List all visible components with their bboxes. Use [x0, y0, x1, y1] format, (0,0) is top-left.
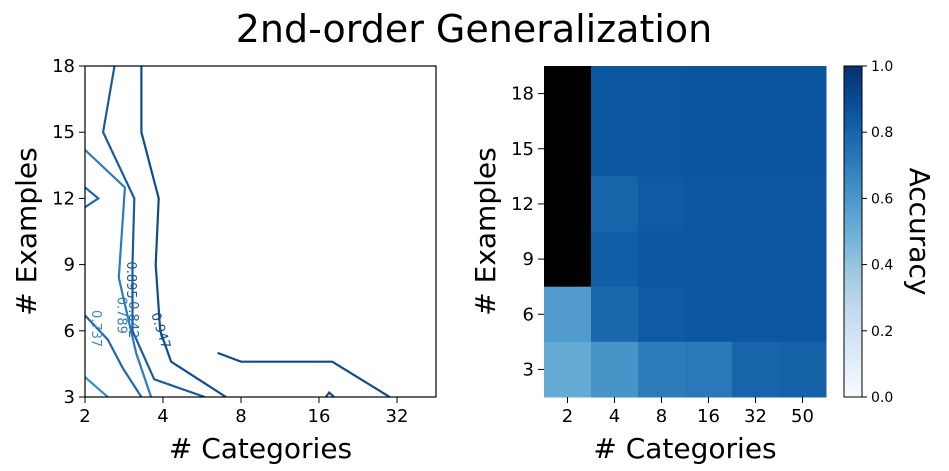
- x-axis-label: # Categories: [169, 432, 352, 465]
- heatmap-cell: [544, 176, 592, 232]
- contour-line: [85, 186, 101, 209]
- heatmap-cell: [779, 66, 827, 122]
- heatmap-cell: [591, 341, 639, 398]
- heatmap-cell: [591, 66, 639, 122]
- x-tick-label: 32: [386, 406, 409, 427]
- heatmap-cell: [638, 176, 686, 232]
- y-tick-label: 9: [64, 255, 75, 276]
- heatmap-cell: [544, 66, 592, 122]
- heatmap-cell: [732, 176, 780, 232]
- x-tick-label: 2: [562, 406, 573, 427]
- colorbar-tick-label: 1.0: [871, 59, 893, 75]
- y-tick-label: 3: [64, 387, 75, 408]
- heatmap-cell: [638, 231, 686, 288]
- heatmap-cell: [732, 286, 780, 343]
- colorbar-gradient: [843, 65, 863, 398]
- contour-label: 0.947: [147, 311, 173, 351]
- contour-label: 0.842: [125, 301, 140, 338]
- x-tick-label: 32: [744, 406, 767, 427]
- colorbar-tick-label: 0.0: [871, 390, 893, 406]
- heatmap-cell: [591, 286, 639, 343]
- contour-line: [140, 66, 227, 397]
- heatmap-plot: 2 4 8 16 32 50 18 15 12 9 6 3 # Categories # Examples: [469, 66, 827, 465]
- y-tick-label: 15: [52, 122, 75, 143]
- heatmap-cell: [732, 231, 780, 288]
- heatmap-cell: [591, 121, 639, 177]
- heatmap-cell: [591, 176, 639, 232]
- heatmap-cell: [779, 341, 827, 398]
- heatmap-cell: [638, 66, 686, 122]
- x-tick-label: 4: [609, 406, 620, 427]
- heatmap-cells: [544, 66, 827, 398]
- heatmap-cell: [544, 121, 592, 177]
- y-axis-label: # Examples: [469, 147, 502, 315]
- heatmap-cell: [685, 121, 733, 177]
- heatmap-cell: [685, 66, 733, 122]
- contour-label: 0.895: [123, 261, 138, 298]
- x-tick-label: 4: [157, 406, 168, 427]
- contour-label: 0.789: [113, 297, 128, 334]
- heatmap-cell: [732, 66, 780, 122]
- x-tick-label: 16: [308, 406, 331, 427]
- heatmap-cell: [544, 286, 592, 343]
- contour-line: [101, 66, 206, 397]
- x-axis-label: # Categories: [593, 432, 776, 465]
- y-tick-label: 6: [64, 321, 75, 342]
- chart-title: 2nd-order Generalization: [236, 7, 713, 51]
- x-tick-label: 16: [697, 406, 720, 427]
- heatmap-cell: [779, 286, 827, 343]
- heatmap-cell: [544, 341, 592, 398]
- colorbar-tick-label: 0.6: [871, 191, 893, 207]
- colorbar-tick-label: 0.8: [871, 125, 893, 141]
- y-tick-label: 12: [511, 194, 534, 215]
- y-axis-label: # Examples: [10, 147, 43, 315]
- y-tick-label: 18: [511, 84, 534, 105]
- x-tick-label: 50: [791, 406, 814, 427]
- heatmap-cell: [685, 341, 733, 398]
- heatmap-cell: [638, 286, 686, 343]
- contour-lines: [85, 66, 391, 397]
- heatmap-cell: [544, 231, 592, 288]
- x-tick-label: 2: [79, 406, 90, 427]
- colorbar-tick-label: 0.4: [871, 258, 893, 274]
- heatmap-cell: [638, 121, 686, 177]
- heatmap-cell: [591, 231, 639, 288]
- heatmap-cell: [779, 176, 827, 232]
- heatmap-cell: [685, 286, 733, 343]
- y-tick-label: 18: [52, 56, 75, 77]
- colorbar: 0.0 0.2 0.4 0.6 0.8 1.0 Accuracy: [843, 59, 936, 406]
- heatmap-cell: [638, 341, 686, 398]
- y-tick-label: 6: [523, 304, 534, 325]
- heatmap-cell: [685, 176, 733, 232]
- plot-frame: [84, 65, 437, 398]
- heatmap-cell: [732, 341, 780, 398]
- colorbar-tick-label: 0.2: [871, 324, 893, 340]
- x-tick-label: 8: [235, 406, 246, 427]
- contour-line: [85, 376, 109, 397]
- heatmap-cell: [779, 231, 827, 288]
- y-tick-label: 9: [523, 249, 534, 270]
- y-tick-label: 3: [523, 359, 534, 380]
- contour-line: [324, 390, 335, 397]
- contour-line: [85, 149, 153, 397]
- contour-line: [85, 314, 143, 397]
- y-tick-label: 15: [511, 139, 534, 160]
- heatmap-cell: [732, 121, 780, 177]
- heatmap-cell: [779, 121, 827, 177]
- x-tick-label: 8: [656, 406, 667, 427]
- heatmap-cell: [685, 231, 733, 288]
- contour-label: 0.737: [88, 310, 103, 347]
- contour-line: [217, 351, 391, 397]
- colorbar-label: Accuracy: [903, 168, 936, 296]
- y-tick-label: 12: [52, 188, 75, 209]
